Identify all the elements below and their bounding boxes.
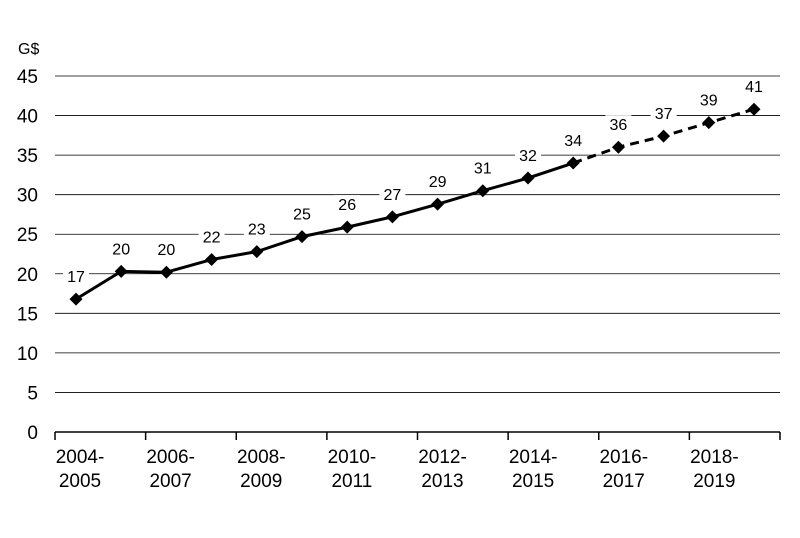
x-tick-label: 2008-	[237, 447, 286, 468]
y-tick-label: 10	[17, 344, 38, 365]
y-tick-label: 5	[27, 383, 38, 404]
data-labels: 17 20 20 22 23 25 26 27 29 31 32 34 36 37 39 41	[63, 77, 767, 288]
x-tick-label: 2012-	[418, 447, 467, 468]
data-label-bg	[424, 172, 451, 193]
data-point-marker	[159, 265, 173, 279]
series-line-actual	[75, 161, 574, 301]
data-label-bg	[63, 267, 89, 288]
data-point-marker	[250, 245, 264, 259]
data-label: 34	[564, 133, 582, 150]
data-label-bg	[560, 131, 587, 152]
data-label-bg	[605, 115, 632, 136]
y-tick-label: 25	[17, 225, 38, 246]
x-tick-label: 2019	[693, 471, 735, 492]
x-tick-label: 2018-	[690, 447, 739, 468]
data-label-bg	[334, 195, 361, 216]
data-label: 26	[338, 197, 356, 214]
data-point-marker	[431, 197, 445, 211]
data-label-bg	[741, 77, 767, 98]
data-point-marker	[295, 230, 309, 244]
y-tick-label: 20	[17, 265, 38, 286]
y-tick-label: 45	[17, 67, 38, 88]
x-tick-label: 2007	[149, 471, 191, 492]
y-tick-label: 30	[17, 186, 38, 207]
x-tick-label: 2014-	[509, 447, 558, 468]
data-label: 17	[67, 269, 85, 286]
series-line	[75, 107, 755, 301]
x-tick-label: 2010-	[328, 447, 377, 468]
data-point-marker	[385, 210, 399, 224]
data-point-marker	[657, 129, 671, 143]
data-label-bg	[469, 158, 496, 179]
data-label: 23	[248, 222, 266, 239]
data-point-marker	[702, 116, 716, 130]
x-tick-label: 2009	[240, 471, 282, 492]
data-markers	[69, 102, 761, 306]
data-label: 22	[203, 230, 221, 247]
data-point-marker	[114, 264, 128, 278]
data-label: 25	[293, 207, 311, 224]
x-tick-label: 2004-	[56, 447, 105, 468]
x-tick-label: 2005	[59, 471, 101, 492]
x-axis: 2004- 2005 2006- 2007 2008- 2009 2010- 2011 2012…	[54, 431, 781, 492]
x-tick-label: 2016-	[599, 447, 648, 468]
data-label: 36	[610, 117, 628, 134]
data-label-bg	[695, 90, 722, 111]
x-tick-label: 2017	[603, 471, 645, 492]
y-tick-label: 35	[17, 146, 38, 167]
y-tick-label: 15	[17, 304, 38, 325]
x-tick-label: 2015	[512, 471, 554, 492]
data-label-bg	[515, 146, 541, 167]
data-label: 39	[700, 93, 718, 110]
data-label: 32	[519, 148, 537, 165]
gridlines	[55, 75, 780, 393]
data-label: 29	[429, 174, 447, 191]
data-point-marker	[69, 292, 83, 306]
data-label-bg	[243, 219, 270, 240]
data-point-marker	[476, 184, 490, 198]
data-point-marker	[566, 156, 580, 170]
data-label-bg	[289, 204, 315, 225]
data-label: 37	[655, 106, 673, 123]
data-label-bg	[153, 240, 180, 261]
data-label-bg	[650, 104, 677, 125]
y-tick-label: 40	[17, 107, 38, 128]
data-label: 31	[474, 161, 492, 178]
data-label-bg	[108, 239, 135, 260]
data-point-marker	[340, 220, 354, 234]
x-tick-label: 2013	[421, 471, 463, 492]
data-point-marker	[611, 140, 625, 154]
x-tick-label: 2006-	[146, 447, 195, 468]
data-label: 20	[158, 242, 176, 259]
data-point-marker	[521, 171, 535, 185]
y-tick-label: 0	[27, 423, 38, 444]
data-label-bg	[198, 227, 225, 248]
y-axis-ticks: 0 5 10 15 20 25 30 35 40 45	[17, 67, 38, 444]
data-point-marker	[747, 102, 761, 116]
x-tick-label: 2011	[331, 471, 372, 492]
unit-label: G$	[18, 41, 39, 58]
data-label: 41	[745, 79, 763, 96]
data-point-marker	[205, 253, 219, 267]
data-label: 27	[384, 187, 402, 204]
data-label: 20	[112, 241, 130, 258]
data-label-bg	[379, 184, 406, 205]
